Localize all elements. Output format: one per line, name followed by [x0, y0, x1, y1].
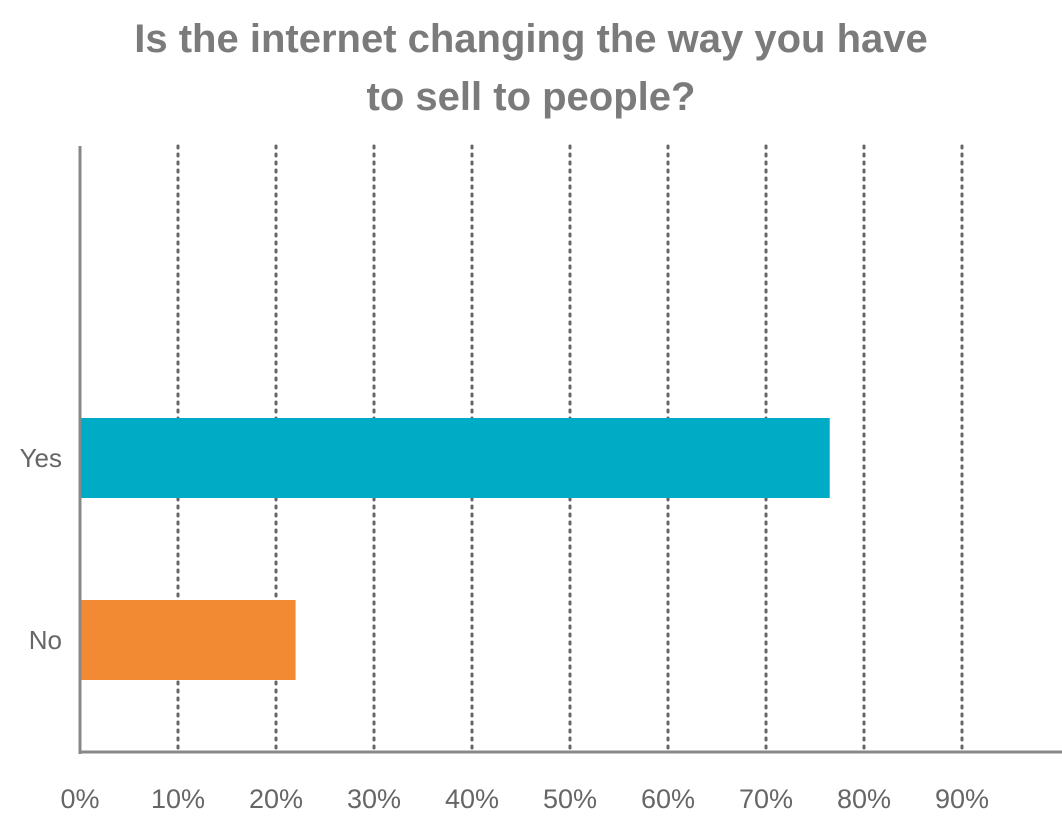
category-label: Yes	[20, 443, 62, 473]
axes	[78, 146, 1062, 754]
x-tick-label: 10%	[151, 784, 205, 814]
x-tick-label: 30%	[347, 784, 401, 814]
bars	[80, 418, 830, 680]
x-tick-label: 50%	[543, 784, 597, 814]
bar-no	[80, 600, 296, 680]
x-tick-label: 80%	[837, 784, 891, 814]
chart-title-line-1: Is the internet changing the way you hav…	[134, 17, 928, 61]
chart-title: Is the internet changing the way you hav…	[0, 10, 1062, 126]
x-tick-label: 90%	[935, 784, 989, 814]
bar-yes	[80, 418, 830, 498]
chart-title-line-2: to sell to people?	[366, 75, 696, 119]
x-tick-label: 0%	[60, 784, 99, 814]
x-tick-label: 40%	[445, 784, 499, 814]
x-tick-label: 60%	[641, 784, 695, 814]
x-tick-label: 20%	[249, 784, 303, 814]
category-labels: Yes No	[20, 443, 62, 655]
x-tick-label: 70%	[739, 784, 793, 814]
category-label: No	[29, 625, 62, 655]
x-tick-labels: 0% 10% 20% 30% 40% 50% 60% 70% 80% 90%	[60, 784, 989, 814]
